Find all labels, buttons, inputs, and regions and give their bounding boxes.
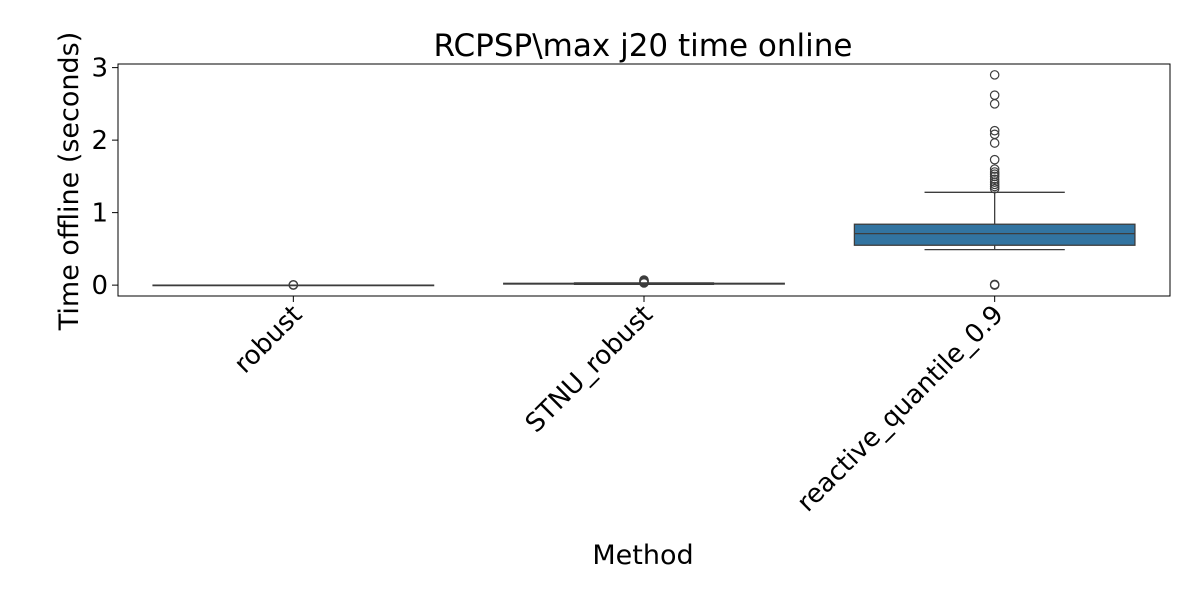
y-tick-label: 0 bbox=[91, 271, 108, 301]
y-tick-label: 2 bbox=[91, 126, 108, 156]
x-tick-label: reactive_quantile_0.9 bbox=[791, 300, 1009, 518]
outlier-point bbox=[989, 129, 1000, 140]
box-iqr bbox=[853, 223, 1136, 246]
outlier-point bbox=[989, 99, 1000, 109]
y-tick-label: 3 bbox=[91, 54, 108, 84]
outlier-point bbox=[989, 164, 1000, 174]
outlier-point bbox=[989, 90, 1000, 100]
outlier-point bbox=[989, 167, 1000, 177]
outlier-point bbox=[639, 275, 649, 285]
y-tick-label: 1 bbox=[91, 199, 108, 229]
outlier-point bbox=[989, 174, 1000, 185]
outlier-point bbox=[288, 279, 299, 290]
plot-area: 0 1 2 3 robust STNU_robust reactive_quantile_0… bbox=[91, 54, 1136, 518]
outlier-point bbox=[989, 70, 1000, 80]
x-axis-label: Method bbox=[592, 540, 693, 571]
x-tick-label: STNU_robust bbox=[520, 300, 659, 439]
y-axis-label: Time offline (seconds) bbox=[54, 32, 85, 332]
chart-title: RCPSP\max j20 time online bbox=[434, 28, 853, 64]
x-tick-label: robust bbox=[229, 300, 309, 380]
outlier-point bbox=[989, 125, 1000, 136]
outlier-point bbox=[989, 154, 1000, 165]
outlier-point bbox=[989, 279, 1000, 290]
outlier-point bbox=[989, 138, 1000, 148]
plot-frame bbox=[117, 63, 1171, 297]
